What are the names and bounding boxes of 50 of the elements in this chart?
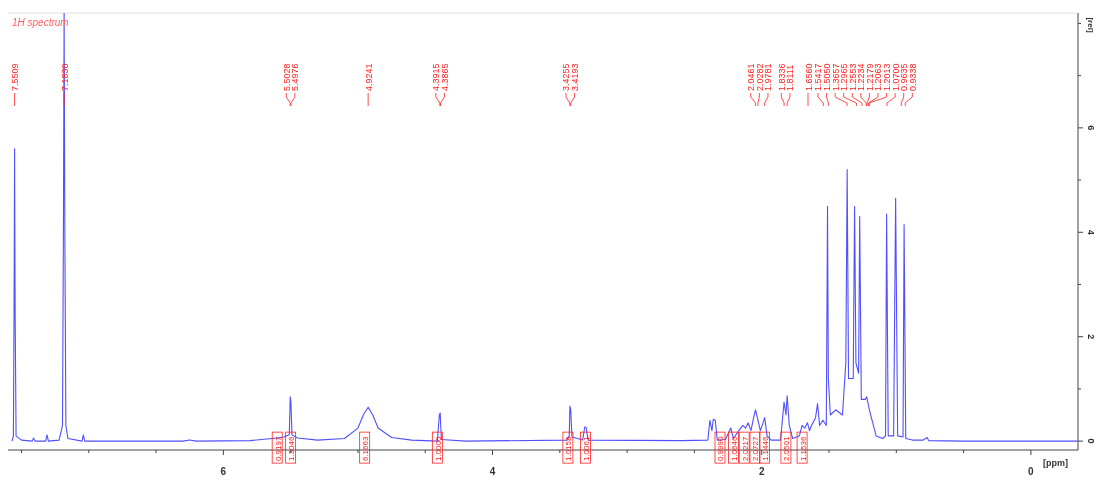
x-axis-title: [ppm]: [1043, 458, 1068, 468]
annotation: 1.2179: [864, 63, 875, 91]
annotation: 4.3865: [439, 63, 450, 91]
annotation: 4.9241: [363, 63, 374, 91]
annotation: 2.0501: [782, 436, 792, 462]
annotation: 1.5050: [822, 63, 833, 91]
annotation: 2.0727: [751, 436, 761, 462]
x-tick-label: 6: [220, 466, 227, 477]
annotation: 1.8336: [776, 63, 787, 91]
annotation: 1.8111: [785, 64, 796, 91]
annotation: 1.1446: [760, 436, 770, 462]
annotation: 1.3046: [287, 436, 297, 462]
annotation: 5.5028: [281, 63, 292, 91]
annotation: 2.0282: [754, 63, 765, 91]
annotation: 5.4976: [290, 63, 301, 91]
y-tick-label: 6: [1086, 125, 1096, 131]
annotation: 1.0061: [581, 436, 591, 462]
y-tick-label: 2: [1086, 334, 1096, 340]
annotation: 1.1536: [798, 436, 808, 462]
x-tick-label: 0: [1028, 466, 1035, 477]
annotation: 1.2965: [839, 63, 850, 91]
annotation: 0.9990: [716, 436, 726, 462]
annotation: 2.0217: [740, 436, 750, 462]
y-tick-label: 4: [1086, 229, 1096, 235]
annotation: 1.0158: [564, 436, 574, 462]
annotation: 7.1830: [59, 63, 70, 91]
annotation: 1.6560: [803, 63, 814, 91]
x-tick-label: 4: [489, 466, 496, 477]
annotation: 1.2234: [856, 63, 867, 91]
annotation: 1.5417: [813, 63, 824, 91]
annotation: 3.4193: [570, 63, 581, 91]
annotation: 1.2063: [873, 63, 884, 91]
annotation: 4.3915: [431, 63, 442, 91]
annotation: 0.9197: [273, 436, 283, 462]
annotation: 1.2013: [882, 63, 893, 91]
annotation: 1.2553: [847, 63, 858, 91]
annotation: 1.0700: [890, 63, 901, 91]
annotation: 7.5509: [10, 63, 21, 91]
annotation: 1.3657: [830, 63, 841, 91]
annotation: 3.4255: [561, 63, 572, 91]
annotation: 0.9635: [899, 63, 910, 91]
annotation: 1.0000: [433, 436, 443, 462]
y-axis-title: [rel]: [1086, 17, 1095, 33]
annotation: 6.1663: [361, 436, 371, 462]
annotation: 2.0461: [746, 63, 757, 91]
y-tick-label: 0: [1086, 438, 1096, 444]
annotation: 0.9338: [907, 63, 918, 91]
x-tick-label: 2: [758, 466, 765, 477]
annotation: 1.9781: [763, 63, 774, 91]
annotation: 1.0646: [729, 436, 739, 462]
